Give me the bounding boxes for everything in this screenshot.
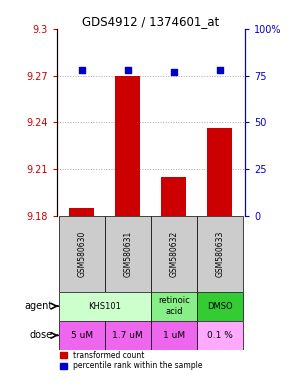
Bar [161,177,186,216]
Bar [105,321,151,350]
Bar [207,129,232,216]
Bar [69,208,95,216]
Bar [151,291,197,321]
Text: GSM580632: GSM580632 [169,230,178,277]
Bar [151,321,197,350]
Legend: transformed count, percentile rank within the sample: transformed count, percentile rank withi… [60,351,203,371]
Bar [197,291,243,321]
Text: GSM580633: GSM580633 [215,230,224,277]
Text: KHS101: KHS101 [88,302,121,311]
Title: GDS4912 / 1374601_at: GDS4912 / 1374601_at [82,15,220,28]
Bar [59,216,105,291]
Text: 5 uM: 5 uM [71,331,93,340]
Text: agent: agent [25,301,53,311]
Text: 0.1 %: 0.1 % [207,331,233,340]
Bar [197,321,243,350]
Point [218,67,222,73]
Point [126,67,130,73]
Bar [59,321,105,350]
Text: 1 uM: 1 uM [163,331,185,340]
Text: GSM580630: GSM580630 [77,230,86,277]
Text: GSM580631: GSM580631 [123,230,132,277]
Bar [197,216,243,291]
Point [171,69,176,75]
Text: dose: dose [30,330,53,340]
Text: DMSO: DMSO [207,302,233,311]
Text: retinoic
acid: retinoic acid [158,296,190,316]
Bar [115,76,140,216]
Text: 1.7 uM: 1.7 uM [113,331,143,340]
Bar [59,291,151,321]
Bar [151,216,197,291]
Bar [105,216,151,291]
Point [79,67,84,73]
